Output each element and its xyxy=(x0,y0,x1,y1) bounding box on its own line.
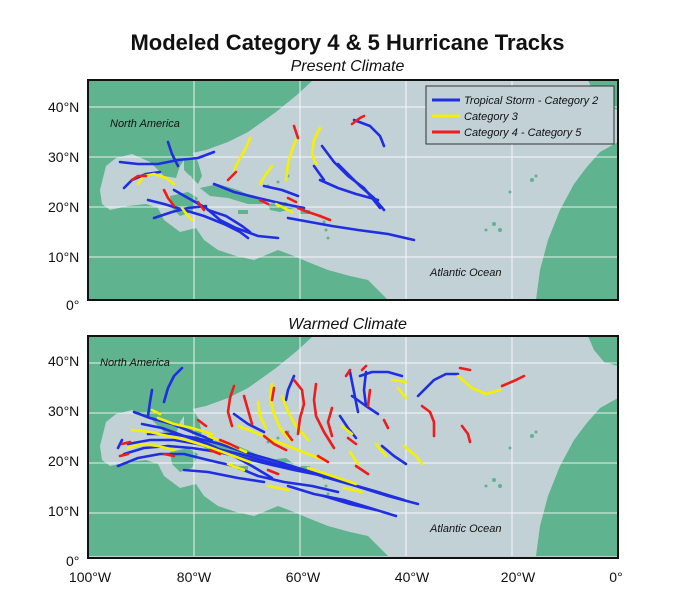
label-atlantic-ocean: Atlantic Ocean xyxy=(429,267,502,279)
lat-tick-20n: 20°N xyxy=(48,453,79,469)
lat-tick-0: 0° xyxy=(66,553,79,569)
subtitle-present: Present Climate xyxy=(290,58,405,75)
lon-axis: 100°W 80°W 60°W 40°W 20°W 0° xyxy=(69,569,623,585)
subtitle-warmed: Warmed Climate xyxy=(288,316,407,333)
warmed-climate-panel: North America Atlantic Ocean xyxy=(87,335,619,559)
lon-tick-80w: 80°W xyxy=(177,569,212,585)
lon-tick-100w: 100°W xyxy=(69,569,112,585)
present-climate-panel: North America Atlantic Ocean xyxy=(87,79,619,301)
lat-tick-10n: 10°N xyxy=(48,503,79,519)
lat-axis-warmed: 40°N 30°N 20°N 10°N 0° xyxy=(48,353,79,569)
panel-frame xyxy=(87,79,619,301)
lat-axis-present: 40°N 30°N 20°N 10°N 0° xyxy=(48,99,79,313)
lat-tick-40n: 40°N xyxy=(48,353,79,369)
storm-tracks-warmed xyxy=(116,364,526,518)
lat-tick-30n: 30°N xyxy=(48,149,79,165)
legend-label-cat3: Category 3 xyxy=(464,111,519,123)
legend-label-cat4-5: Category 4 - Category 5 xyxy=(464,127,582,139)
lat-tick-20n: 20°N xyxy=(48,199,79,215)
lon-tick-60w: 60°W xyxy=(286,569,321,585)
map-title: Modeled Category 4 & 5 Hurricane Tracks xyxy=(130,30,565,55)
label-north-america: North America xyxy=(100,357,170,369)
legend: Tropical Storm - Category 2 Category 3 C… xyxy=(425,85,615,145)
lon-tick-0: 0° xyxy=(609,569,622,585)
lat-tick-0: 0° xyxy=(66,297,79,313)
lat-tick-40n: 40°N xyxy=(48,99,79,115)
label-north-america: North America xyxy=(110,118,180,130)
storm-tracks-present xyxy=(118,114,416,242)
lon-tick-40w: 40°W xyxy=(395,569,430,585)
lon-tick-20w: 20°W xyxy=(501,569,536,585)
panel-frame xyxy=(87,335,619,559)
lat-tick-10n: 10°N xyxy=(48,249,79,265)
legend-label-ts-cat2: Tropical Storm - Category 2 xyxy=(464,95,598,107)
lat-tick-30n: 30°N xyxy=(48,403,79,419)
label-atlantic-ocean: Atlantic Ocean xyxy=(429,523,502,535)
